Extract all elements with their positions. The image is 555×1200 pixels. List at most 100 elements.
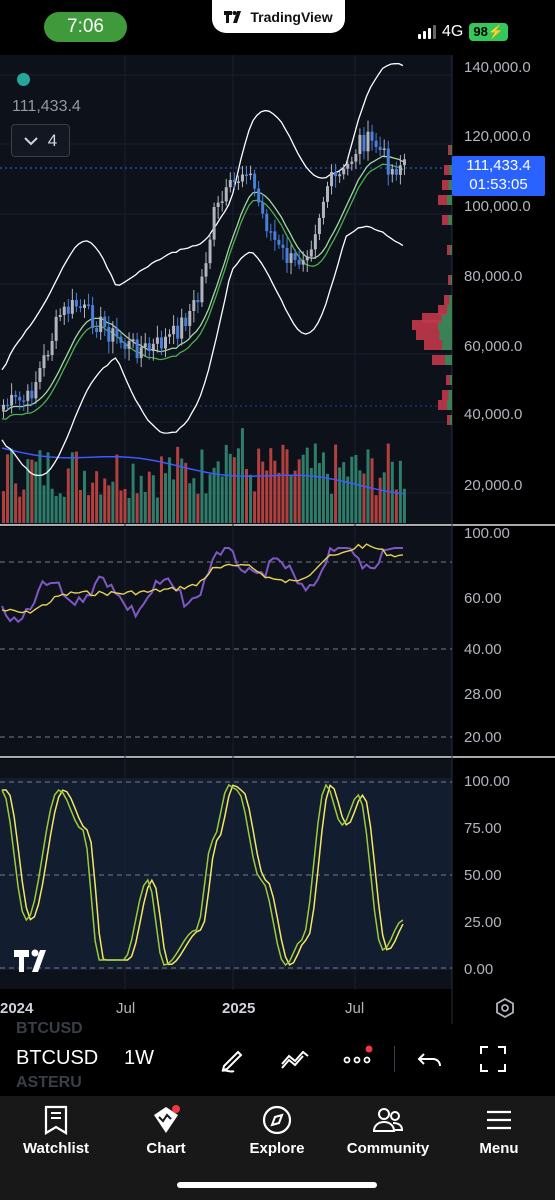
- volume-bar: [370, 458, 374, 523]
- volume-profile-bar: [449, 375, 452, 385]
- tradingview-banner[interactable]: TradingView: [212, 0, 345, 33]
- candle-body: [277, 239, 281, 245]
- candle-body: [6, 404, 10, 407]
- volume-bar: [305, 447, 309, 523]
- volume-bar: [309, 468, 313, 523]
- volume-bar: [289, 475, 293, 523]
- candle-body: [374, 140, 378, 147]
- stoch-axis-label: 25.00: [464, 914, 502, 931]
- candle-body: [378, 146, 382, 150]
- volume-bar: [95, 471, 99, 523]
- candle-body: [107, 327, 111, 342]
- candle-body: [196, 300, 200, 303]
- nav-chart[interactable]: Chart: [116, 1100, 216, 1160]
- volume-bar: [374, 495, 378, 523]
- candle-body: [386, 148, 390, 175]
- volume-profile-bar: [432, 355, 452, 365]
- volume-profile-bar: [422, 313, 452, 323]
- volume-bar: [143, 492, 147, 523]
- candle-body: [127, 341, 131, 349]
- more-options-icon[interactable]: [340, 1042, 374, 1076]
- candle-body: [265, 213, 269, 232]
- volume-bar: [155, 497, 159, 523]
- candle-body: [289, 253, 293, 263]
- symbol-button[interactable]: BTCUSD: [16, 1047, 99, 1069]
- candle-body: [26, 390, 30, 401]
- stoch-k-line: [1, 783, 404, 967]
- candle-body: [42, 355, 46, 369]
- nav-label: Watchlist: [22, 1140, 90, 1157]
- candle-body: [330, 172, 334, 187]
- market-status-dot[interactable]: [17, 73, 30, 86]
- candle-body: [208, 239, 212, 264]
- candle-body: [62, 306, 66, 315]
- rsi-axis-label: 20.00: [464, 729, 502, 746]
- volume-profile-bar: [416, 330, 452, 340]
- volume-bar: [159, 456, 163, 523]
- chart-canvas[interactable]: [0, 0, 555, 1024]
- volume-bar: [245, 468, 248, 523]
- indicators-icon[interactable]: [278, 1042, 312, 1076]
- candle-body: [358, 134, 362, 154]
- volume-bar: [188, 483, 192, 523]
- volume-bar: [317, 463, 321, 523]
- volume-bar: [236, 448, 240, 523]
- candle-body: [285, 248, 289, 263]
- volume-bar: [208, 474, 212, 523]
- candle-body: [338, 174, 342, 177]
- volume-bar: [204, 493, 208, 523]
- volume-bar: [91, 482, 95, 523]
- nav-community[interactable]: Community: [338, 1100, 438, 1160]
- stoch-axis-label: 50.00: [464, 867, 502, 884]
- nav-menu[interactable]: Menu: [449, 1100, 549, 1160]
- candle-body: [200, 276, 204, 303]
- candle-body: [305, 256, 309, 261]
- candle-body: [91, 305, 95, 328]
- indicators-collapse-button[interactable]: 4: [11, 124, 70, 157]
- volume-bar: [18, 496, 22, 523]
- candle-body: [398, 165, 402, 175]
- stoch-d-line: [2, 784, 404, 966]
- volume-bar: [224, 444, 228, 523]
- app-name: TradingView: [250, 8, 333, 25]
- candle-body: [224, 187, 228, 202]
- candle-body: [212, 207, 216, 240]
- candle-body: [176, 325, 180, 339]
- undo-icon[interactable]: [414, 1042, 448, 1076]
- volume-profile-bar: [442, 215, 452, 225]
- volume-bar: [30, 459, 34, 523]
- candle-body: [95, 328, 99, 332]
- volume-profile-bar: [424, 340, 452, 350]
- nav-watchlist[interactable]: Watchlist: [6, 1100, 106, 1160]
- compass-icon: [262, 1105, 292, 1135]
- candle-body: [245, 174, 248, 176]
- candle-body: [394, 169, 398, 175]
- time-axis-label: Jul: [345, 1000, 365, 1017]
- rsi-ma-line: [1, 543, 404, 614]
- drawing-pen-icon[interactable]: [216, 1042, 250, 1076]
- interval-button[interactable]: 1W: [124, 1047, 154, 1069]
- volume-profile-bar: [446, 375, 452, 385]
- volume-bar: [362, 473, 366, 523]
- candle-body: [119, 336, 123, 343]
- candle-body: [192, 300, 196, 311]
- volume-bar: [78, 489, 82, 523]
- candle-body: [103, 316, 107, 328]
- candle-body: [257, 188, 261, 203]
- candle-body: [34, 382, 38, 399]
- chart-settings-icon[interactable]: [493, 996, 517, 1020]
- candle-body: [2, 404, 5, 410]
- rsi-axis-label: 100.00: [464, 525, 510, 542]
- watchlist-icon: [44, 1105, 68, 1135]
- volume-profile-bar: [450, 245, 452, 255]
- volume-profile-bar: [444, 165, 452, 175]
- candle-body: [66, 306, 70, 314]
- fullscreen-icon[interactable]: [476, 1042, 510, 1076]
- volume-bar: [196, 493, 200, 523]
- nav-explore[interactable]: Explore: [227, 1100, 327, 1160]
- candle-body: [321, 201, 325, 218]
- volume-bar: [62, 496, 66, 523]
- volume-bar: [253, 491, 257, 523]
- candle-body: [38, 368, 42, 382]
- candle-body: [370, 131, 374, 141]
